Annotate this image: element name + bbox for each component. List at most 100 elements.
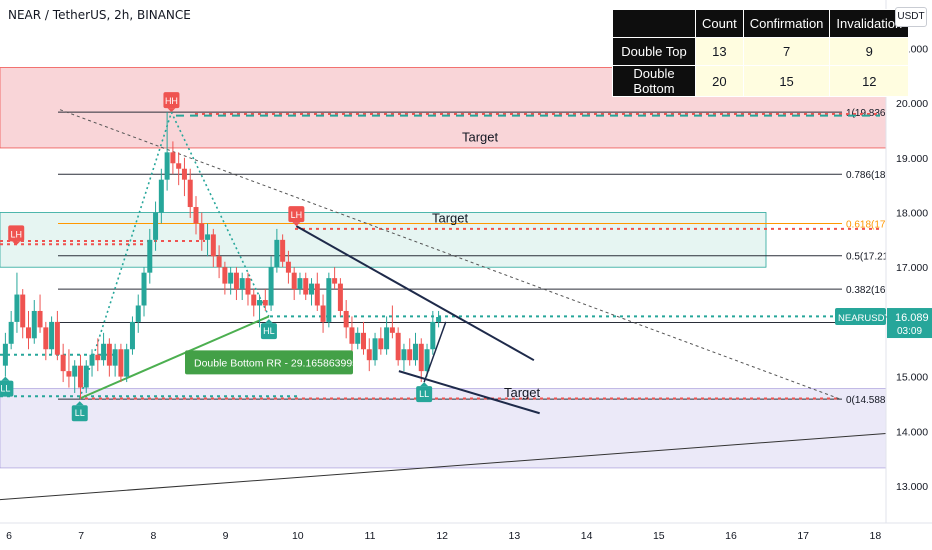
candle-body xyxy=(153,212,159,240)
pivot-marker: LH xyxy=(8,225,25,246)
candle-body xyxy=(8,321,14,344)
candle-body xyxy=(257,300,263,306)
trend-dotted-line xyxy=(59,109,841,400)
candle-body xyxy=(228,272,234,284)
candle-body xyxy=(43,327,49,350)
pivot-arrow xyxy=(75,401,84,406)
x-tick-label: 16 xyxy=(725,530,737,542)
x-tick-label: 8 xyxy=(150,530,156,542)
candle-body xyxy=(384,327,390,350)
last-price-value: 16.089 xyxy=(895,312,929,324)
candle-body xyxy=(268,267,274,306)
currency-button[interactable]: USDT xyxy=(895,7,927,27)
candle-body xyxy=(320,305,326,322)
candle-body xyxy=(164,152,170,180)
candle-body xyxy=(210,234,216,257)
rr-label-box xyxy=(185,350,353,375)
candle-body xyxy=(378,338,384,350)
candle-body xyxy=(251,294,257,306)
candle-body xyxy=(303,278,309,295)
candle-body xyxy=(31,310,37,339)
stats-cell: 12 xyxy=(829,65,910,97)
candle-body xyxy=(389,327,395,333)
stats-row-label: Double Bottom xyxy=(612,65,696,97)
candle-body xyxy=(355,332,361,344)
candle-body xyxy=(95,354,101,361)
candle-body xyxy=(118,349,124,377)
candle-body xyxy=(285,261,291,273)
candle-body xyxy=(233,272,239,290)
x-tick-label: 18 xyxy=(870,530,882,542)
support-zone xyxy=(0,388,887,469)
candle-body xyxy=(395,332,401,361)
candle-body xyxy=(349,327,355,344)
candle-body xyxy=(361,332,367,350)
pivot-arrow xyxy=(12,241,21,246)
last-price-box xyxy=(887,308,932,339)
candle-body xyxy=(37,310,43,328)
y-tick-label: 19.000 xyxy=(896,153,928,165)
double-bottom-rr-label: Double Bottom RR - 29.1658639954 xyxy=(185,350,364,375)
target-label: Target xyxy=(504,385,541,400)
wedge-breakout-line xyxy=(423,321,447,383)
y-tick-label: 18.000 xyxy=(896,208,928,220)
symbol-price-tag: NEARUSDT xyxy=(835,308,890,326)
pivot-label: LL xyxy=(75,408,85,418)
candle-body xyxy=(147,239,153,273)
candle-body xyxy=(112,349,118,366)
target-label: Target xyxy=(432,210,469,225)
pivot-box xyxy=(163,92,180,109)
candle-body xyxy=(129,321,135,350)
candle-body xyxy=(193,207,199,224)
pivot-marker: LL xyxy=(71,401,88,422)
x-tick-label: 11 xyxy=(365,530,376,542)
candle-body xyxy=(106,343,112,366)
wedge-upper-line xyxy=(295,225,535,362)
candle-body xyxy=(366,349,372,361)
candle-body xyxy=(54,321,60,355)
candle-body xyxy=(170,152,176,164)
candle-body xyxy=(337,283,343,311)
candle-body xyxy=(280,239,286,262)
stats-corner xyxy=(612,9,696,38)
fib-level-label: 0.382(16. xyxy=(846,285,888,296)
candle-body xyxy=(20,294,26,328)
candle-body xyxy=(60,354,66,372)
candle-body xyxy=(72,365,78,377)
symbol-title: NEAR / TetherUS, 2h, BINANCE xyxy=(8,8,191,22)
candle-body xyxy=(222,267,228,284)
symbol-tag-box xyxy=(835,308,886,326)
candle-body xyxy=(77,365,83,388)
candle-body xyxy=(101,343,107,361)
pivot-arrow xyxy=(1,376,10,381)
y-tick-label: 15.000 xyxy=(896,372,928,384)
target-label: Target xyxy=(462,129,499,144)
candle-body xyxy=(205,234,211,240)
zigzag-line xyxy=(78,110,270,399)
stats-header-count: Count xyxy=(695,9,744,38)
candle-body xyxy=(141,272,147,306)
candle-body xyxy=(401,349,407,361)
candle-body xyxy=(332,278,338,284)
candle-body xyxy=(199,223,205,240)
stats-cell: 20 xyxy=(695,65,744,97)
candle-body xyxy=(135,305,141,322)
pivot-label: LL xyxy=(419,389,429,399)
candle-body xyxy=(89,354,95,366)
pivot-marker: LL xyxy=(416,382,433,403)
candle-body xyxy=(372,338,378,361)
stats-header-confirmation: Confirmation xyxy=(742,9,831,38)
x-tick-label: 15 xyxy=(653,530,665,542)
y-tick-label: 13.000 xyxy=(896,481,928,493)
candle-body xyxy=(309,283,315,295)
candle-body xyxy=(14,294,20,322)
candle-body xyxy=(424,349,430,372)
pivot-label: LL xyxy=(0,384,10,394)
pivot-label: HH xyxy=(165,96,178,106)
candle-body xyxy=(49,321,55,350)
candle-body xyxy=(436,317,442,322)
candle-body xyxy=(187,179,193,208)
candle-body xyxy=(124,349,130,377)
